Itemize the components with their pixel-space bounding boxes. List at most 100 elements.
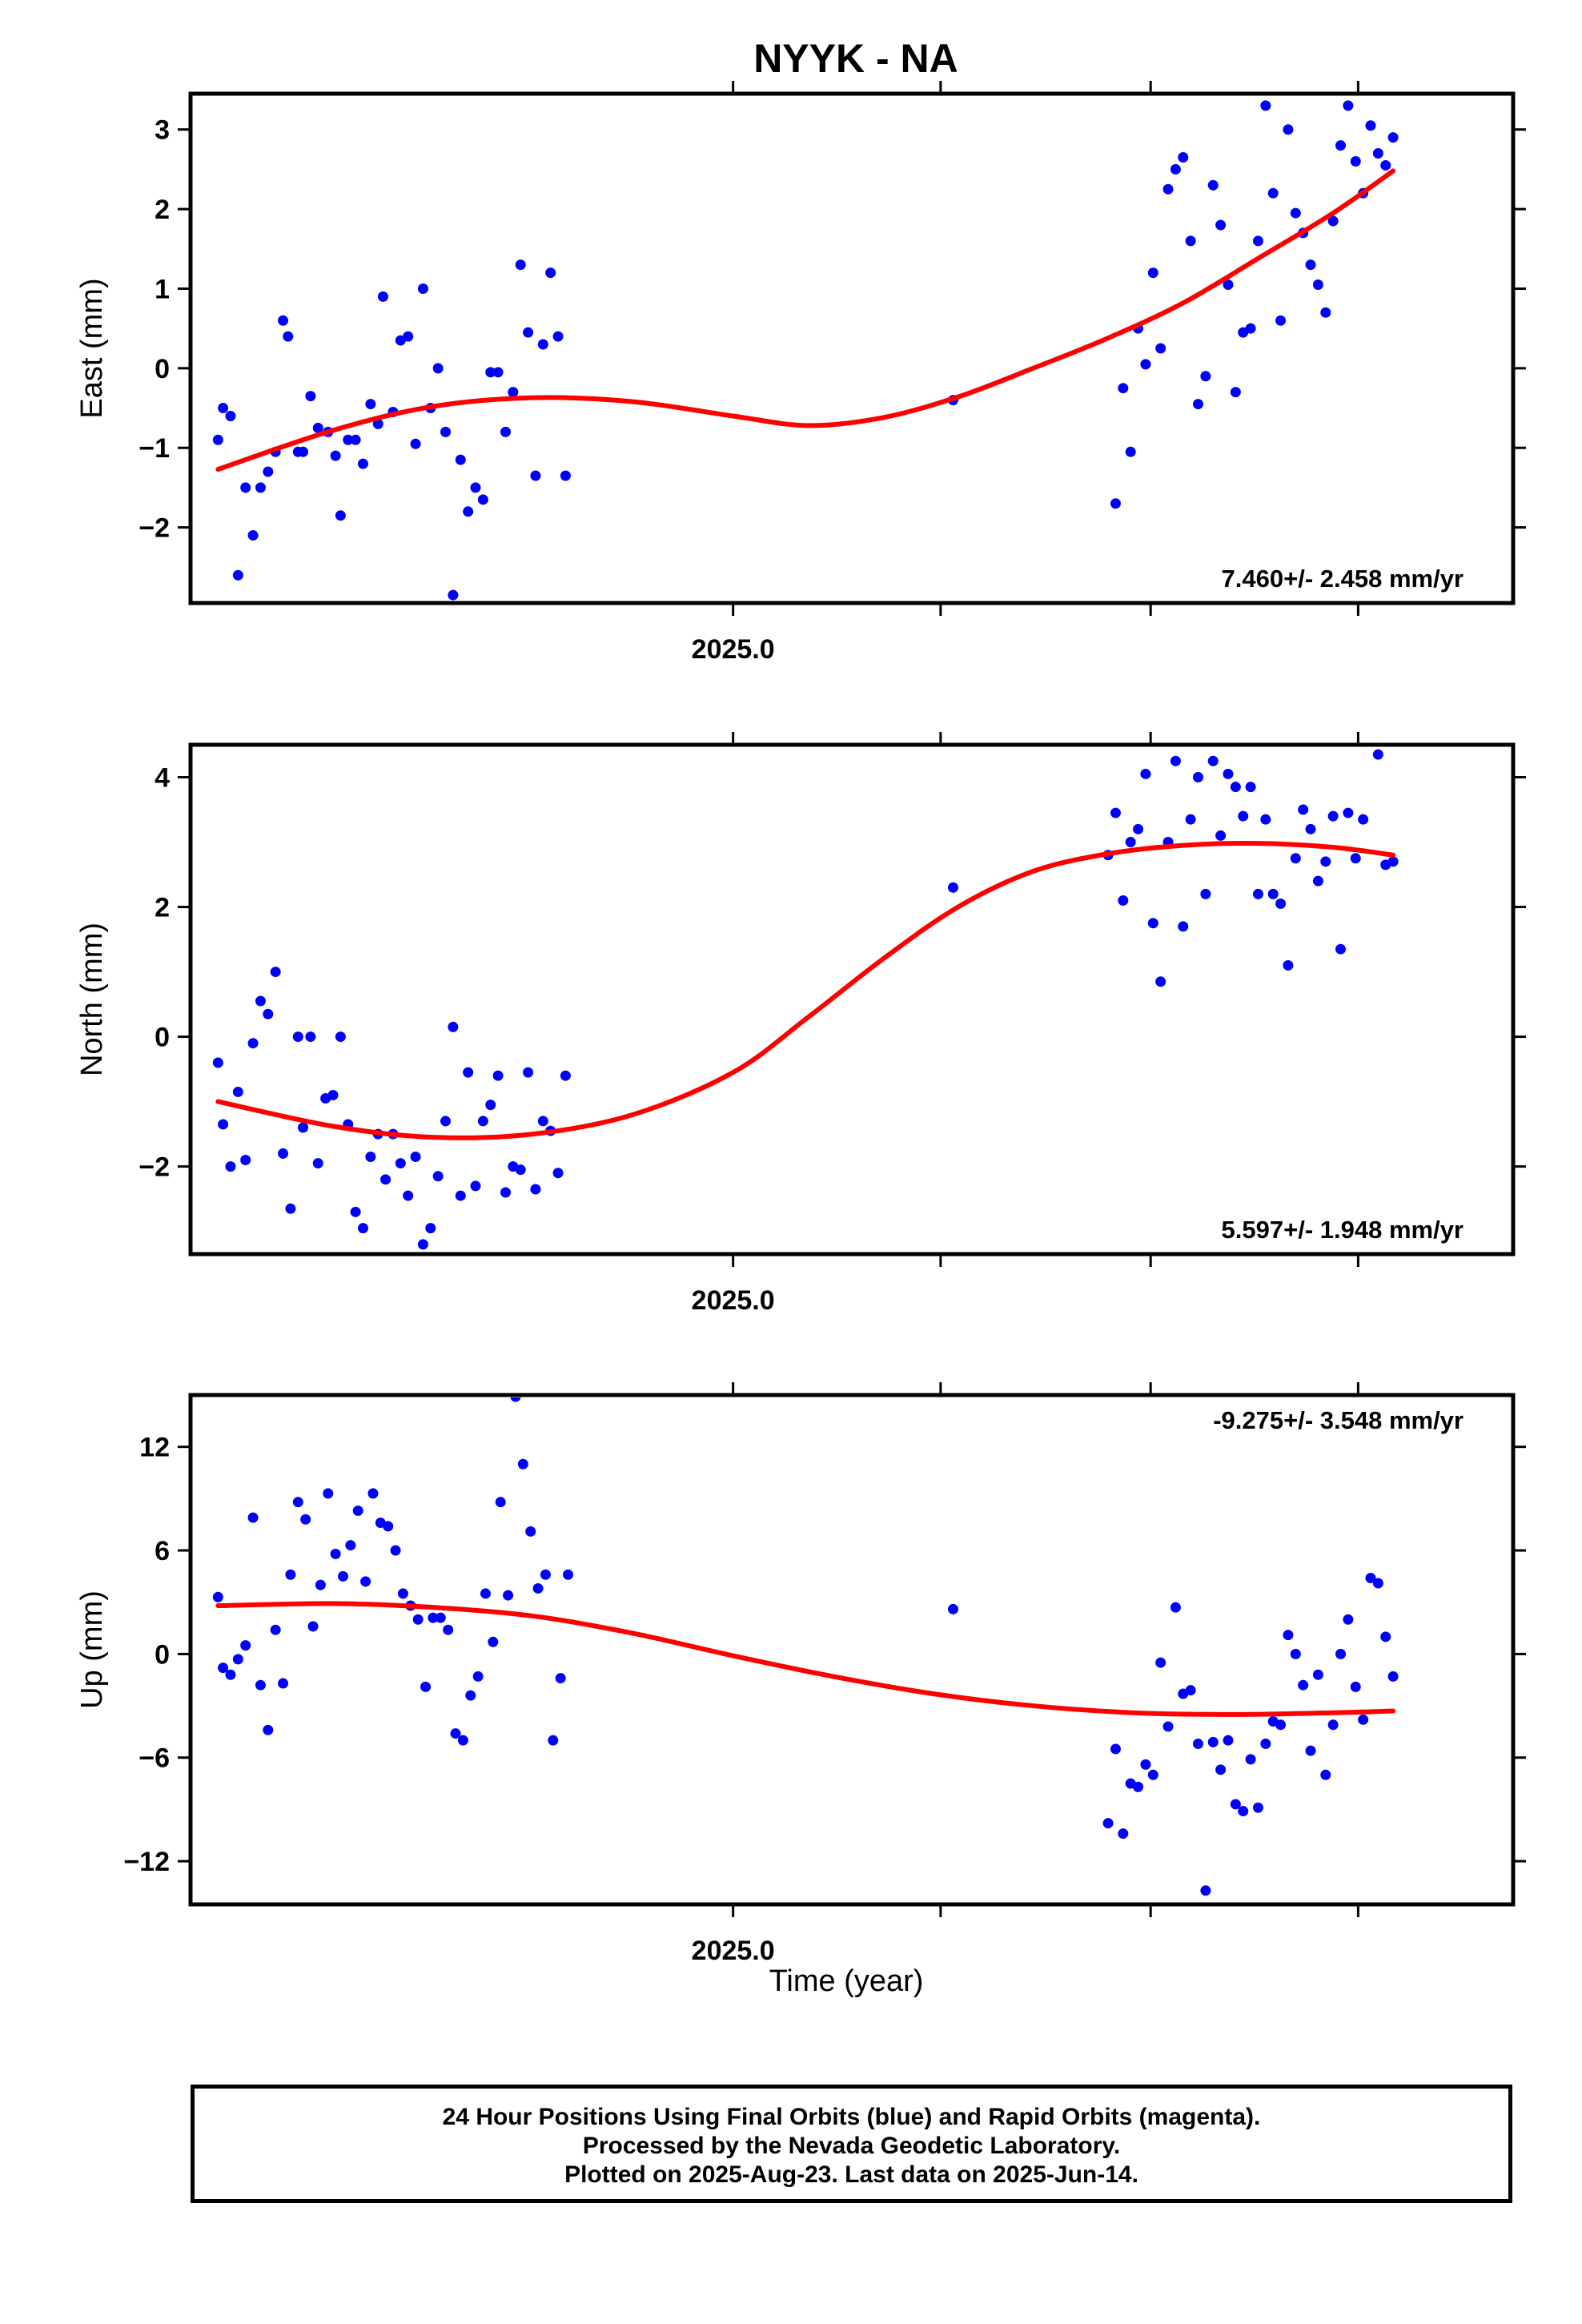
up-panel: −12 −6 0 6 12 2025.0 Up (mm) -9.275+/- 3.548 mm…: [75, 1382, 1526, 1966]
data-point: [1140, 1759, 1151, 1770]
data-point: [1207, 1736, 1219, 1747]
data-point: [1178, 152, 1189, 163]
data-point: [1200, 371, 1211, 382]
data-point: [1335, 943, 1347, 955]
data-point: [1147, 918, 1158, 929]
data-point: [1320, 1769, 1331, 1780]
data-point: [1275, 898, 1287, 909]
data-point: [492, 1070, 504, 1081]
data-point: [1283, 1630, 1294, 1641]
north-panel: −2 0 2 4 2025.0 North (mm) 5.597+/- 1.948 mm/y…: [75, 732, 1526, 1316]
data-point: [1327, 810, 1339, 822]
caption-box: 24 Hour Positions Using Final Orbits (bl…: [191, 2085, 1512, 2203]
data-point: [472, 1671, 484, 1682]
data-point: [285, 1569, 296, 1580]
east-panel: −2 −1 0 1 2 3 2025.0 East (mm) 7.460+/- 2.458 mm…: [75, 81, 1526, 665]
data-point: [315, 1579, 326, 1590]
data-point: [1372, 148, 1383, 159]
data-point: [545, 267, 556, 279]
y-tick-label: −2: [139, 513, 170, 544]
data-point: [1335, 140, 1347, 151]
data-point: [1162, 1721, 1174, 1732]
data-point: [563, 1569, 574, 1580]
data-point: [1140, 359, 1151, 370]
data-point: [410, 1151, 421, 1162]
data-point: [345, 1540, 356, 1551]
data-point: [1133, 823, 1144, 834]
data-point: [525, 1526, 536, 1537]
data-point: [1245, 1754, 1256, 1765]
data-point: [247, 1512, 259, 1523]
data-point: [450, 1728, 461, 1739]
data-point: [292, 1031, 303, 1043]
data-point: [1215, 219, 1227, 231]
data-point: [1193, 399, 1204, 410]
data-point: [380, 1174, 391, 1185]
data-point: [1252, 1802, 1263, 1813]
data-point: [1298, 1679, 1309, 1691]
data-point: [947, 1603, 958, 1614]
caption-line-1: 24 Hour Positions Using Final Orbits (bl…: [442, 2104, 1261, 2130]
data-point: [240, 1640, 251, 1651]
data-point: [1358, 814, 1369, 825]
data-point: [278, 315, 289, 326]
data-point: [523, 1067, 534, 1078]
data-point: [412, 1614, 424, 1625]
data-point: [1365, 120, 1376, 131]
data-point: [1343, 807, 1354, 818]
x-tick-label: 2025.0: [692, 1936, 775, 1966]
data-point: [1207, 755, 1219, 766]
data-point: [485, 367, 496, 378]
data-point: [1140, 768, 1151, 779]
data-point: [443, 1624, 454, 1635]
x-tick-label: 2025.0: [692, 1285, 775, 1316]
data-point: [947, 882, 958, 893]
data-point: [1230, 782, 1241, 793]
data-point: [555, 1673, 566, 1684]
data-point: [1305, 1745, 1316, 1756]
data-point: [240, 482, 251, 493]
data-point: [218, 1663, 229, 1674]
data-point: [1260, 1738, 1271, 1749]
data-point: [247, 1038, 259, 1049]
velocity-label: 7.460+/- 2.458 mm/yr: [1222, 565, 1464, 593]
data-point: [1185, 814, 1196, 825]
data-point: [432, 363, 444, 374]
data-point: [357, 458, 368, 469]
data-point: [540, 1569, 551, 1580]
y-axis-label: East (mm): [75, 278, 109, 418]
y-tick-label: 6: [155, 1536, 170, 1566]
data-point: [448, 589, 459, 601]
data-point: [403, 1190, 414, 1201]
data-point: [270, 967, 281, 978]
data-point: [352, 1505, 363, 1516]
data-point: [1358, 1714, 1369, 1725]
data-point: [1380, 159, 1391, 171]
caption-line-3: Plotted on 2025-Aug-23. Last data on 202…: [564, 2161, 1138, 2188]
data-point: [240, 1155, 251, 1166]
data-point: [1343, 1614, 1354, 1625]
data-point: [263, 1008, 274, 1019]
data-point: [517, 1458, 528, 1470]
data-point: [417, 1239, 428, 1250]
data-point: [1343, 100, 1354, 111]
data-point: [532, 1582, 544, 1594]
data-point: [1275, 1719, 1287, 1731]
data-layer: [212, 749, 1399, 1250]
y-tick-label: 2: [155, 893, 170, 923]
data-point: [337, 1570, 348, 1582]
data-point: [255, 482, 266, 493]
data-point: [232, 1654, 243, 1665]
data-point: [1178, 921, 1189, 932]
data-layer: [212, 1397, 1399, 1896]
data-point: [312, 422, 323, 433]
data-point: [1305, 259, 1316, 271]
data-point: [1223, 768, 1234, 779]
data-point: [548, 1735, 559, 1746]
data-point: [1147, 1769, 1158, 1780]
data-point: [1290, 1648, 1301, 1659]
data-point: [357, 1223, 368, 1234]
data-point: [305, 391, 316, 402]
velocity-label: 5.597+/- 1.948 mm/yr: [1222, 1216, 1464, 1244]
y-tick-label: 4: [155, 763, 170, 794]
